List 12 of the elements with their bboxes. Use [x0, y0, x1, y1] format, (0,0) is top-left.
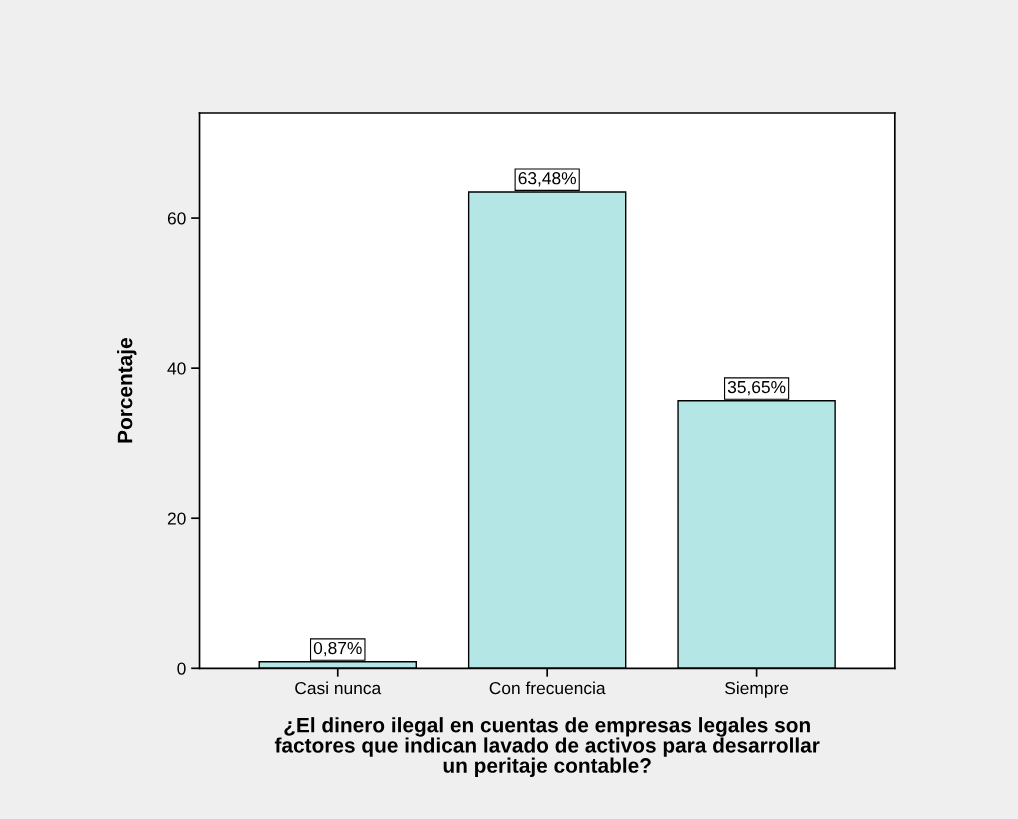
x-tick-label: Siempre [725, 681, 789, 698]
y-tick-label: 60 [167, 212, 186, 225]
data-label: 0,87% [313, 641, 362, 657]
y-tick-label: 20 [167, 512, 186, 525]
y-tick-label: 40 [167, 362, 186, 375]
y-tick-label: 0 [177, 662, 186, 675]
x-tick-label: Casi nunca [295, 681, 382, 695]
x-axis-title: ¿El dinero ilegal en cuentas de empresas legales son factores que indican lavado de activos para desarrollar un peritaje contable? [274, 717, 820, 777]
data-label: 35,65% [727, 380, 786, 396]
y-axis-title: Porcentaje [117, 338, 137, 443]
x-tick-label: Con frecuencia [489, 681, 606, 695]
data-label: 63,48% [518, 172, 576, 187]
